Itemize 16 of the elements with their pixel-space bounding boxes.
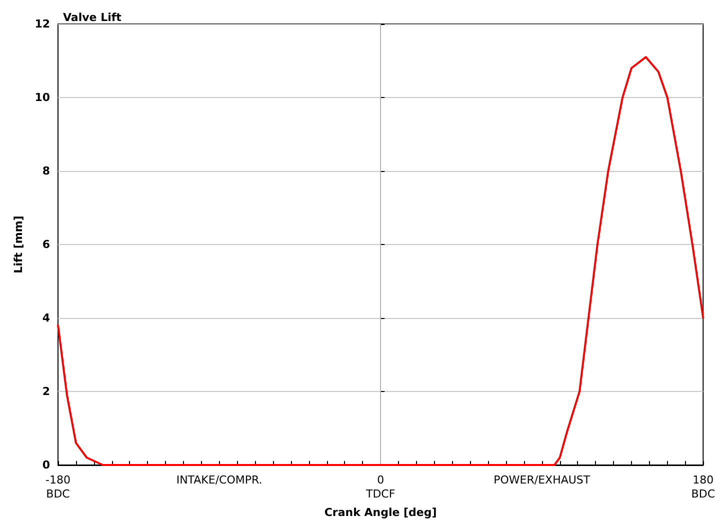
y-tick-label: 6 [42,238,50,251]
line-series [57,56,704,466]
x-tick-label: 0 TDCF [364,474,396,500]
y-tick-label: 8 [42,164,50,178]
y-tick-label: 10 [34,91,50,104]
y-tick-label: 2 [42,385,50,398]
y-axis-title: Lift [mm] [12,216,25,274]
y-tick-label: 0 [42,458,50,472]
x-tick-label: 180 BDC [691,474,716,500]
y-tick-label: 4 [42,312,50,324]
y-tick-label: 12 [34,18,50,30]
x-tick-label: POWER/EXHAUST [494,474,590,486]
x-tick-label: INTAKE/COMPR. [176,474,262,486]
x-axis-title: Crank Angle [deg] [324,506,437,519]
chart-title: Valve Lift [63,11,122,24]
x-tick-label: -180 BDC [46,474,70,500]
